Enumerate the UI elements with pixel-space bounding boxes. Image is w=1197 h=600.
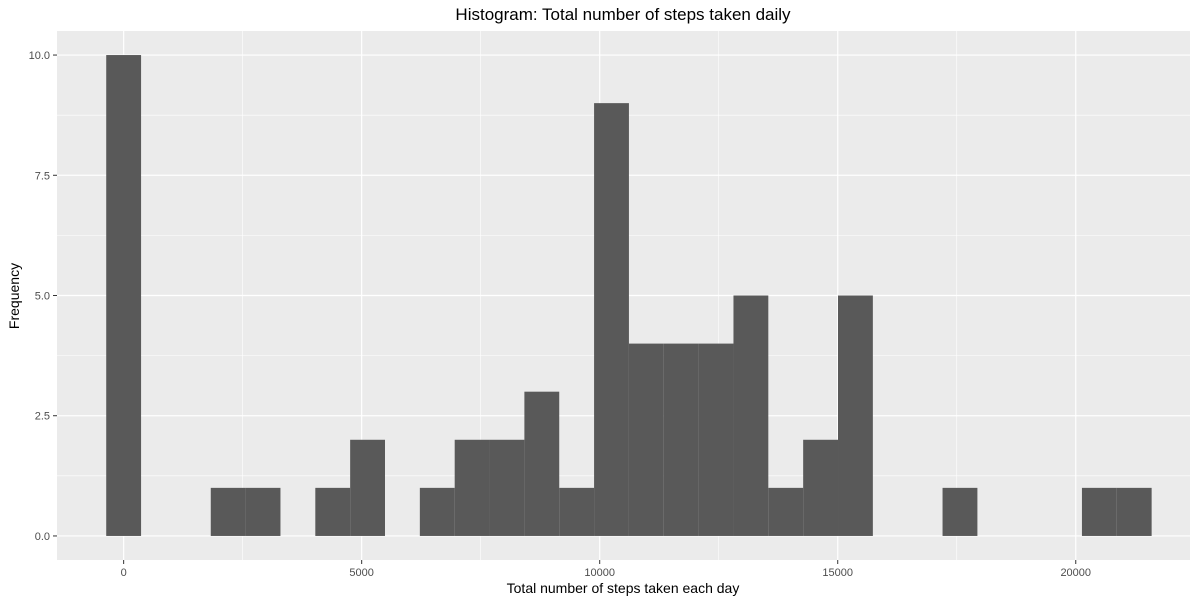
x-axis: 0 5000 10000 15000 20000: [121, 560, 1091, 579]
histogram-bar: [628, 343, 664, 536]
histogram-bar: [1081, 487, 1117, 536]
y-tick-label: 2.5: [35, 411, 50, 423]
histogram-bar: [838, 295, 873, 536]
histogram-bar: [210, 487, 246, 536]
histogram-bar: [1116, 487, 1152, 536]
chart-title: Histogram: Total number of steps taken d…: [455, 5, 791, 24]
x-tick-label: 15000: [822, 567, 853, 579]
x-tick-label: 10000: [584, 567, 615, 579]
y-axis-title: Frequency: [6, 263, 22, 329]
histogram-bar: [419, 487, 455, 536]
y-tick-label: 5.0: [35, 291, 50, 303]
histogram-bar: [698, 343, 734, 536]
histogram-bar: [315, 487, 351, 536]
histogram-bar: [350, 439, 385, 536]
histogram-bar: [663, 343, 699, 536]
histogram-bar: [559, 487, 595, 536]
x-tick-label: 5000: [349, 567, 373, 579]
x-tick-label: 20000: [1060, 567, 1091, 579]
y-axis: 0.0 2.5 5.0 7.5 10.0: [29, 50, 57, 543]
histogram-bar: [454, 439, 490, 536]
histogram-bar: [768, 487, 804, 536]
histogram-bar: [524, 391, 560, 536]
histogram-bars: [106, 55, 1152, 536]
histogram-bar: [245, 487, 281, 536]
histogram-bar: [106, 55, 142, 536]
y-tick-label: 10.0: [29, 50, 50, 62]
x-axis-title: Total number of steps taken each day: [507, 580, 740, 596]
y-tick-label: 7.5: [35, 170, 50, 182]
histogram-bar: [594, 103, 629, 536]
histogram-bar: [733, 295, 769, 536]
histogram-bar: [942, 487, 978, 536]
histogram-bar: [489, 439, 525, 536]
y-tick-label: 0.0: [35, 531, 50, 543]
x-tick-label: 0: [121, 567, 127, 579]
histogram-bar: [803, 439, 839, 536]
